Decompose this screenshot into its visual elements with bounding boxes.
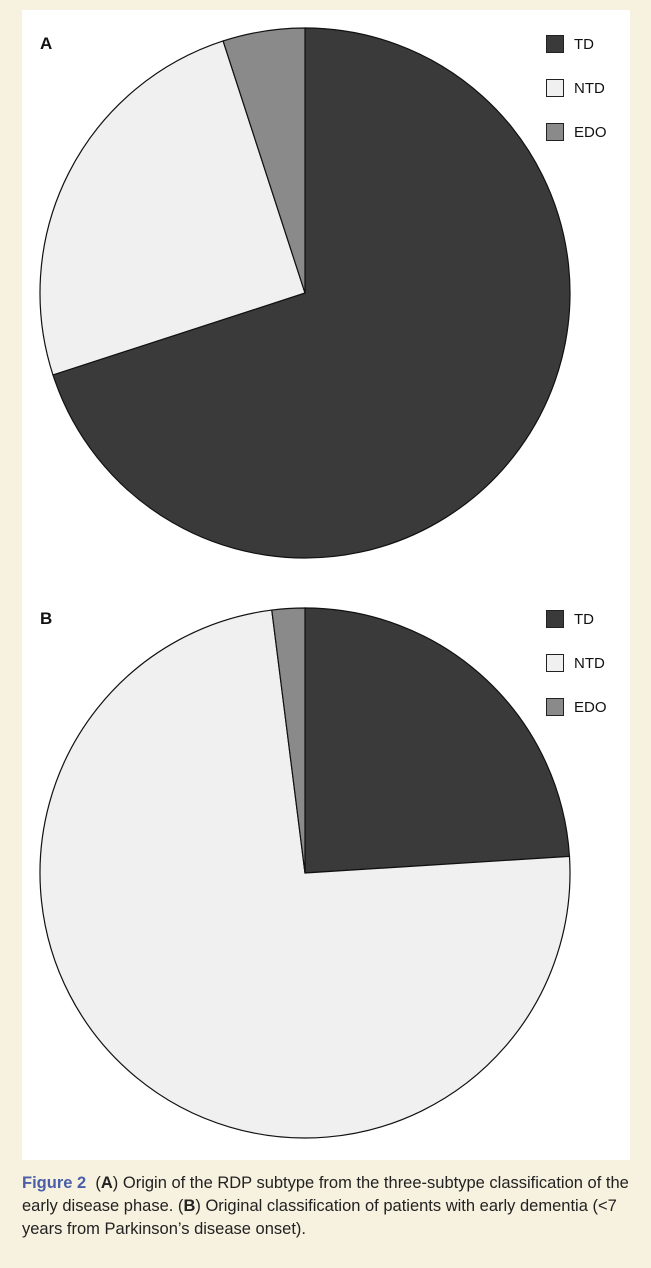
legend-swatch-td: [546, 610, 564, 628]
legend-item-ntd: NTD: [546, 653, 607, 673]
legend-swatch-ntd: [546, 654, 564, 672]
caption-part-a-open: (: [95, 1174, 101, 1192]
pie-slice-ntd: [39, 40, 306, 376]
pie-slice-td: [52, 27, 571, 559]
legend-item-ntd: NTD: [546, 78, 607, 98]
legend-label-td: TD: [574, 35, 594, 53]
legend-item-td: TD: [546, 34, 607, 54]
panel-b-letter: B: [40, 609, 53, 628]
legend-label-td: TD: [574, 610, 594, 628]
caption-part-b-text: ) Original classification of patients wi…: [22, 1197, 617, 1238]
legend-b: TD NTD EDO: [546, 609, 607, 741]
panel-a: A TD NTD EDO: [22, 10, 630, 580]
legend-swatch-ntd: [546, 79, 564, 97]
pie-slice-edo: [271, 607, 306, 874]
legend-label-ntd: NTD: [574, 654, 605, 672]
legend-item-td: TD: [546, 609, 607, 629]
panel-b: B TD NTD EDO: [22, 585, 630, 1160]
caption-part-a-text: ) Origin of the RDP subtype from the thr…: [22, 1174, 629, 1215]
legend-label-edo: EDO: [574, 698, 607, 716]
caption-part-a-letter: A: [100, 1174, 113, 1192]
pie-slice-td: [304, 607, 571, 874]
legend-swatch-edo: [546, 123, 564, 141]
caption-figure-label: Figure 2: [22, 1174, 87, 1192]
legend-swatch-edo: [546, 698, 564, 716]
figure-caption: Figure 2 (A) Origin of the RDP subtype f…: [22, 1172, 634, 1241]
legend-label-ntd: NTD: [574, 79, 605, 97]
legend-a: TD NTD EDO: [546, 34, 607, 166]
legend-item-edo: EDO: [546, 697, 607, 717]
legend-swatch-td: [546, 35, 564, 53]
pie-slice-ntd: [39, 609, 571, 1139]
panel-a-letter: A: [40, 34, 53, 53]
legend-label-edo: EDO: [574, 123, 607, 141]
caption-part-b-letter: B: [183, 1197, 196, 1215]
pie-chart-b: [39, 607, 571, 1139]
pie-slice-edo: [222, 27, 306, 294]
pie-chart-a: [39, 27, 571, 559]
figure-frame: A TD NTD EDO B TD: [22, 10, 630, 1160]
legend-item-edo: EDO: [546, 122, 607, 142]
